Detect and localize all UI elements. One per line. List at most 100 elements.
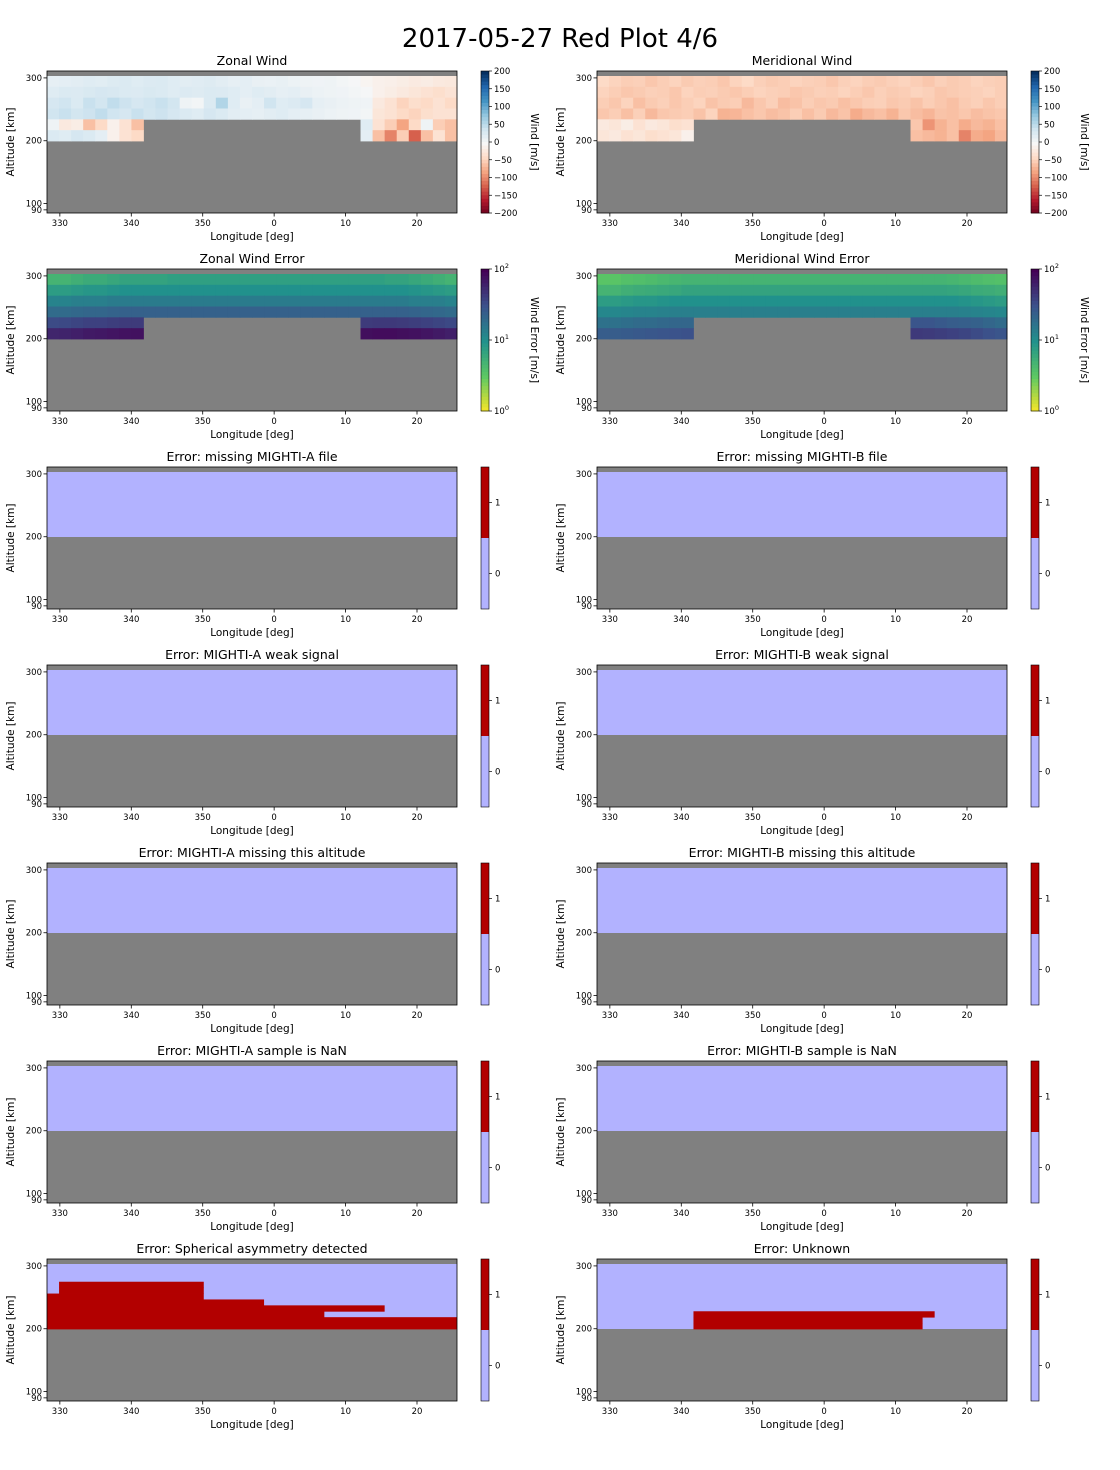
- heatmap-cell: [420, 295, 434, 307]
- heatmap-cell: [717, 284, 731, 297]
- y-axis-label: Altitude [km]: [5, 702, 17, 771]
- heatmap-cell: [143, 86, 156, 99]
- heatmap-cell: [432, 86, 446, 99]
- colorbar-segment: [481, 863, 489, 934]
- heatmap-cell: [95, 97, 108, 109]
- colorbar: 200 150 100 50 0 −50 −100 −150 −200 Wind [m/s]: [480, 67, 540, 219]
- heatmap-cell: [408, 76, 422, 88]
- colorbar-tick-label: −150: [494, 191, 517, 201]
- colorbar-segment: [1031, 152, 1039, 157]
- heatmap-cell: [609, 108, 622, 120]
- heatmap-cell: [324, 97, 337, 109]
- colorbar-segment: [481, 156, 489, 161]
- y-tick-label: 100: [26, 596, 42, 606]
- plot-frame: [596, 1060, 1008, 1204]
- colorbar-segment: [481, 209, 489, 214]
- heatmap-cell: [444, 306, 458, 318]
- x-tick-label: 0: [821, 219, 826, 229]
- heatmap-cell: [922, 328, 936, 340]
- x-tick-label: 10: [890, 1407, 901, 1417]
- heatmap-cell: [765, 108, 779, 120]
- colorbar-segment: [1031, 181, 1039, 185]
- heatmap-cell: [669, 97, 682, 109]
- y-tick-label: 100: [576, 200, 592, 210]
- heatmap-cell: [717, 86, 731, 99]
- heatmap-cell: [360, 284, 373, 297]
- chart-title: Error: Unknown: [754, 1241, 850, 1256]
- heatmap-cell: [645, 274, 658, 286]
- heatmap-cell: [946, 306, 960, 318]
- heatmap-cell: [669, 295, 682, 307]
- heatmap-cell: [131, 295, 144, 307]
- heatmap-cell: [107, 108, 120, 120]
- heatmap-cell: [994, 328, 1008, 340]
- heatmap-cell: [657, 306, 670, 318]
- heatmap-cell: [131, 97, 144, 109]
- heatmap-cell: [609, 317, 622, 329]
- heatmap-cell: [47, 130, 60, 142]
- y-tick-label: 300: [576, 1262, 592, 1272]
- colorbar-segment: [1031, 318, 1039, 323]
- colorbar-segment: [1031, 364, 1039, 369]
- flag-one-cell: [47, 1323, 457, 1330]
- heatmap-cell: [777, 306, 791, 318]
- heatmap-cell: [958, 97, 972, 109]
- colorbar-segment: [481, 379, 489, 383]
- heatmap-cell: [227, 108, 241, 120]
- heatmap-cell: [633, 274, 646, 286]
- colorbar-segment: [1031, 403, 1039, 408]
- heatmap-cell: [862, 295, 875, 307]
- x-tick-label: 340: [123, 1209, 139, 1219]
- heatmap-cell: [239, 274, 253, 286]
- colorbar-segment: [1031, 173, 1039, 178]
- x-tick-label: 0: [271, 417, 276, 427]
- heatmap-cell: [143, 306, 156, 318]
- heatmap-cell: [420, 328, 434, 340]
- heatmap-cell: [693, 295, 706, 307]
- heatmap-cell: [203, 284, 217, 297]
- colorbar-segment: [481, 1330, 489, 1401]
- x-tick-label: 20: [412, 1407, 423, 1417]
- heatmap-cell: [874, 76, 887, 88]
- heatmap-cell: [814, 306, 827, 318]
- heatmap-cell: [958, 295, 972, 307]
- heatmap-cell: [838, 284, 851, 297]
- colorbar-segment: [1031, 209, 1039, 214]
- heatmap-cell: [276, 295, 289, 307]
- colorbar-segment: [481, 195, 489, 200]
- heatmap-cell: [432, 76, 446, 88]
- colorbar-segment: [1031, 467, 1039, 538]
- y-tick-label: 100: [576, 596, 592, 606]
- heatmap-cell: [994, 86, 1008, 99]
- heatmap-cell: [83, 97, 96, 109]
- y-tick-label: 100: [576, 1388, 592, 1398]
- heatmap-cell: [71, 317, 84, 329]
- colorbar-tick-label: −150: [1044, 191, 1067, 201]
- heatmap-cell: [982, 284, 996, 297]
- x-axis-label: Longitude [deg]: [760, 1419, 844, 1431]
- heatmap-cell: [814, 76, 827, 88]
- heatmap-cell: [874, 306, 887, 318]
- colorbar-segment: [1031, 163, 1039, 168]
- heatmap-cell: [633, 86, 646, 99]
- heatmap-cell: [191, 86, 205, 99]
- heatmap-cell: [705, 295, 718, 307]
- heatmap-cell: [705, 274, 718, 286]
- y-tick-label: 200: [576, 929, 592, 939]
- x-tick-label: 10: [890, 417, 901, 427]
- colorbar-tick-label: 0: [1045, 1362, 1050, 1372]
- heatmap-cell: [777, 97, 791, 109]
- heatmap-cell: [765, 274, 779, 286]
- colorbar-segment: [481, 311, 489, 316]
- colorbar-segment: [481, 332, 489, 337]
- heatmap-cell: [191, 108, 205, 120]
- x-tick-label: 330: [52, 417, 68, 427]
- heatmap-cell: [372, 328, 386, 340]
- heatmap-cell: [657, 328, 670, 340]
- heatmap-cell: [372, 317, 386, 329]
- colorbar-segment: [1031, 170, 1039, 175]
- heatmap-cell: [179, 295, 193, 307]
- heatmap-cell: [396, 295, 410, 307]
- heatmap-cell: [621, 76, 634, 88]
